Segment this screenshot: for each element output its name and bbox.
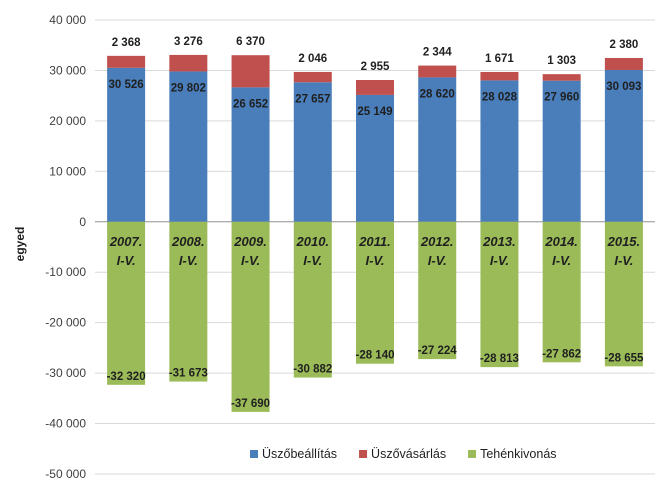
legend-swatch <box>359 450 368 458</box>
y-tick-label: -40 000 <box>45 417 86 431</box>
category-label-period: I-V. <box>428 253 447 268</box>
data-label-uszobeallitas: 28 620 <box>420 88 455 100</box>
data-label-tehenkivonas: -31 673 <box>169 368 208 380</box>
bar-uszovasarlas <box>293 71 332 83</box>
bar-uszovasarlas <box>604 57 643 70</box>
y-tick-label: -20 000 <box>45 316 86 330</box>
legend: Üszőbeállítás Üszővásárlás Tehénkivonás <box>250 447 557 461</box>
bar-tehenkivonas <box>542 221 581 363</box>
y-tick-label: -10 000 <box>45 265 86 279</box>
bar-uszobeallitas <box>169 71 208 222</box>
y-tick-label: -30 000 <box>45 366 86 380</box>
data-label-uszobeallitas: 30 093 <box>606 81 641 93</box>
data-label-uszovasarlas: 2 046 <box>298 53 327 65</box>
y-tick-label: -50 000 <box>45 467 86 481</box>
bar-uszovasarlas <box>169 54 208 72</box>
data-label-tehenkivonas: -32 320 <box>107 371 146 383</box>
y-tick-label: 10 000 <box>49 164 86 178</box>
bar-uszobeallitas <box>542 80 581 222</box>
y-tick-label: 40 000 <box>49 13 86 27</box>
category-label-year: 2009. <box>233 234 267 249</box>
category-label-period: I-V. <box>614 253 633 268</box>
data-label-uszovasarlas: 6 370 <box>236 36 265 48</box>
y-tick-label: 20 000 <box>49 114 86 128</box>
category-labels: 2007. I-V. 2008. I-V. 2009. I-V. 2010. I-V. 2011… <box>109 234 640 268</box>
bar-tehenkivonas <box>418 221 457 360</box>
bar-tehenkivonas <box>293 221 332 378</box>
bar-uszobeallitas <box>356 94 394 222</box>
data-label-uszobeallitas: 27 657 <box>295 93 330 105</box>
data-label-uszobeallitas: 28 028 <box>482 91 518 103</box>
legend-label: Üszővásárlás <box>371 447 446 461</box>
data-label-uszovasarlas: 2 344 <box>423 47 452 59</box>
bar-uszobeallitas <box>107 67 146 222</box>
category-label-year: 2011. <box>358 234 391 249</box>
category-label-period: I-V. <box>552 253 571 268</box>
bar-tehenkivonas <box>604 221 643 367</box>
legend-swatch <box>468 450 477 458</box>
bar-tehenkivonas <box>480 221 519 368</box>
data-label-tehenkivonas: -28 655 <box>604 352 644 364</box>
bar-uszovasarlas <box>231 55 270 88</box>
legend-label: Üszőbeállítás <box>262 447 337 461</box>
legend-swatch <box>250 450 258 458</box>
data-label-uszovasarlas: 2 368 <box>112 37 141 49</box>
category-label-year: 2007. <box>109 234 143 249</box>
bar-uszobeallitas <box>418 77 457 222</box>
category-label-period: I-V. <box>117 253 136 268</box>
bar-uszovasarlas <box>107 55 146 68</box>
category-label-year: 2008. <box>171 234 205 249</box>
bar-uszovasarlas <box>356 80 394 95</box>
category-label-year: 2013. <box>482 234 516 249</box>
category-label-year: 2012. <box>420 234 454 249</box>
bar-uszobeallitas <box>231 87 270 222</box>
data-label-uszobeallitas: 26 652 <box>233 98 268 110</box>
data-labels: 30 526 2 368 -32 320 29 802 3 276 -31 673 26 6… <box>107 36 644 410</box>
data-label-tehenkivonas: -37 690 <box>231 398 270 410</box>
data-label-uszobeallitas: 25 149 <box>357 106 392 118</box>
y-axis-title: egyed <box>13 227 27 262</box>
bar-tehenkivonas <box>356 221 394 364</box>
data-label-tehenkivonas: -28 813 <box>480 353 519 365</box>
y-tick-label: 30 000 <box>49 63 86 77</box>
data-label-tehenkivonas: -30 882 <box>293 364 332 376</box>
category-label-period: I-V. <box>303 253 322 268</box>
category-label-period: I-V. <box>490 253 509 268</box>
bar-uszobeallitas <box>604 69 643 222</box>
bar-tehenkivonas <box>169 221 208 382</box>
bar-tehenkivonas <box>107 221 146 385</box>
y-tick-label: 0 <box>79 215 86 229</box>
data-label-uszovasarlas: 1 671 <box>485 53 514 65</box>
category-label-year: 2014. <box>544 234 578 249</box>
data-label-uszovasarlas: 2 380 <box>609 39 638 51</box>
bar-uszobeallitas <box>480 80 519 222</box>
category-label-year: 2010. <box>296 234 330 249</box>
data-label-uszobeallitas: 30 526 <box>109 79 144 91</box>
category-label-year: 2015. <box>607 234 641 249</box>
data-label-uszovasarlas: 2 955 <box>361 61 390 73</box>
data-label-uszovasarlas: 1 303 <box>547 55 576 67</box>
data-label-uszobeallitas: 29 802 <box>171 82 206 94</box>
data-label-uszobeallitas: 27 960 <box>544 92 579 104</box>
data-label-tehenkivonas: -28 140 <box>355 350 394 362</box>
category-label-period: I-V. <box>241 253 260 268</box>
bar-uszobeallitas <box>293 82 332 222</box>
y-axis-ticks: 40 000 30 000 20 000 10 000 0 -10 000 -20 000 -… <box>45 13 86 481</box>
category-label-period: I-V. <box>179 253 198 268</box>
bar-uszovasarlas <box>480 71 519 81</box>
legend-label: Tehénkivonás <box>480 447 556 461</box>
bar-tehenkivonas <box>231 221 270 412</box>
bar-uszovasarlas <box>418 65 457 78</box>
data-label-tehenkivonas: -27 862 <box>542 348 581 360</box>
data-label-tehenkivonas: -27 224 <box>418 345 458 357</box>
data-label-uszovasarlas: 3 276 <box>174 36 203 48</box>
category-label-period: I-V. <box>365 253 384 268</box>
bar-uszovasarlas <box>542 74 581 81</box>
bars <box>107 54 643 412</box>
